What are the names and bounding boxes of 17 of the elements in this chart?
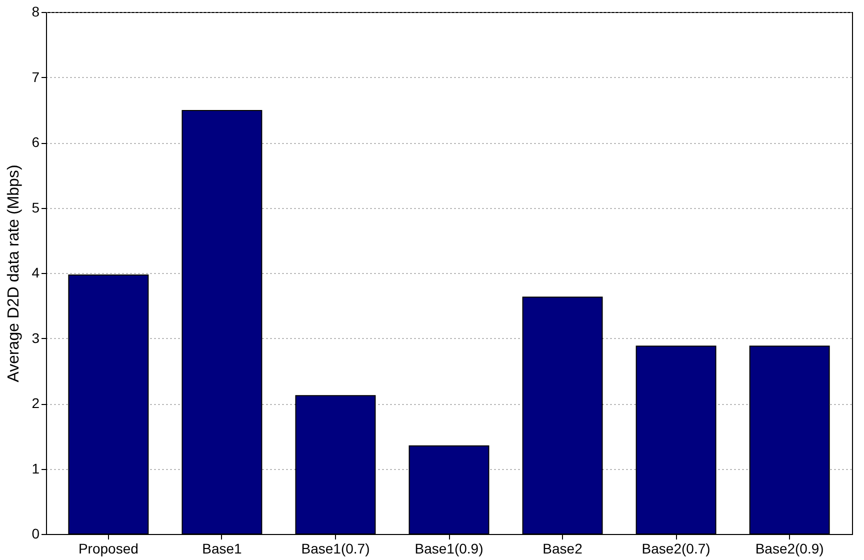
y-tick-label: 0 bbox=[32, 526, 40, 542]
x-tick-label: Base2 bbox=[542, 540, 583, 556]
y-axis-title: Average D2D data rate (Mbps) bbox=[6, 164, 23, 382]
x-tick-label: Base2(0.7) bbox=[642, 540, 710, 556]
y-tick-label: 5 bbox=[32, 199, 40, 216]
x-tick-label: Base1(0.9) bbox=[414, 540, 484, 556]
x-tick-label: Base1(0.7) bbox=[301, 540, 370, 556]
y-tick-label: 4 bbox=[32, 264, 40, 280]
x-tick-label: Proposed bbox=[78, 540, 138, 556]
x-tick-label: Base1 bbox=[202, 540, 242, 556]
y-tick-label: 7 bbox=[32, 68, 40, 85]
y-tick-label: 2 bbox=[32, 395, 40, 411]
y-tick-label: 3 bbox=[32, 330, 40, 346]
y-tick-label: 1 bbox=[32, 460, 40, 476]
y-tick-label: 8 bbox=[32, 4, 40, 20]
y-tick-label: 6 bbox=[32, 134, 40, 150]
x-tick-label: Base2(0.9) bbox=[755, 540, 824, 556]
